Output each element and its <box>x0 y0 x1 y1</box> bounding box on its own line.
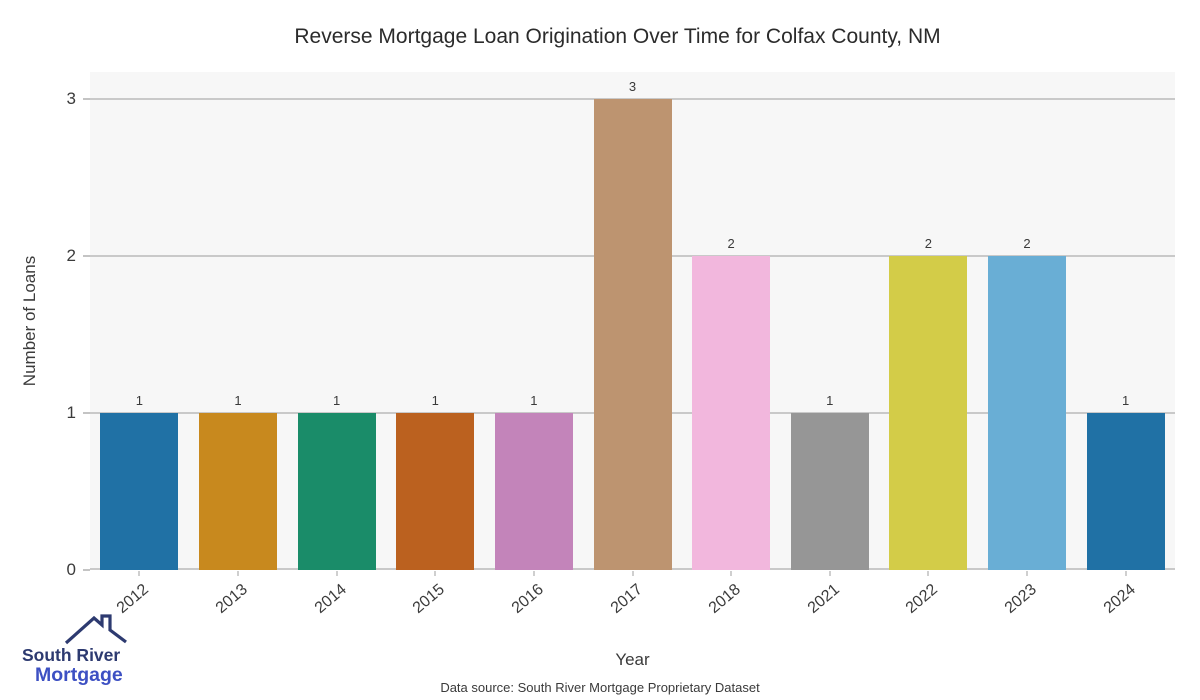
y-tick-label-0: 0 <box>66 560 76 579</box>
bar-2015: 1 <box>396 393 475 570</box>
y-axis-title: Number of Loans <box>20 255 39 387</box>
y-tick-label-2: 2 <box>66 245 76 265</box>
x-tick-label-2024: 2024 <box>1100 581 1139 617</box>
chart-title: Reverse Mortgage Loan Origination Over T… <box>294 25 941 48</box>
x-tick-label-2017: 2017 <box>607 581 646 617</box>
logo-text-line2: Mortgage <box>35 664 123 686</box>
x-tick-label-2013: 2013 <box>212 581 251 617</box>
bar-value-2018: 2 <box>727 235 735 251</box>
y-tick-mark-2 <box>83 254 90 257</box>
bar-value-2012: 1 <box>135 392 143 408</box>
x-tick-label-2014: 2014 <box>311 581 350 617</box>
bar-2021: 1 <box>790 393 869 570</box>
y-tick-label-1: 1 <box>66 402 76 422</box>
x-tick-mark-2018 <box>730 571 733 576</box>
bar-value-2016: 1 <box>530 392 538 408</box>
y-tick-label-3: 3 <box>66 88 76 108</box>
bar-value-2013: 1 <box>234 392 242 408</box>
y-tick-mark-1 <box>83 411 90 414</box>
x-tick-mark-2015 <box>434 571 437 576</box>
bar-2014: 1 <box>297 393 376 570</box>
bar-2018: 2 <box>692 236 771 570</box>
x-tick-label-2018: 2018 <box>705 581 745 617</box>
x-tick-mark-2016 <box>532 571 535 576</box>
x-tick-mark-2023 <box>1026 571 1029 576</box>
x-tick-mark-2024 <box>1124 571 1127 576</box>
bar-2013: 1 <box>198 393 277 570</box>
data-source: Data source: South River Mortgage Propri… <box>440 680 760 695</box>
bar-value-2014: 1 <box>332 392 341 408</box>
bar-2023: 2 <box>988 236 1067 570</box>
bar-value-2023: 2 <box>1023 235 1031 251</box>
bar-2012: 1 <box>100 393 179 570</box>
x-tick-label-2023: 2023 <box>1001 581 1040 617</box>
bar-2024: 1 <box>1086 393 1165 570</box>
x-tick-mark-2014 <box>335 571 338 576</box>
house-roof-icon <box>64 614 127 645</box>
bar-2016: 1 <box>494 393 573 570</box>
y-tick-mark-0 <box>83 569 90 571</box>
x-tick-label-2022: 2022 <box>903 581 942 617</box>
logo: South River Mortgage <box>22 610 182 695</box>
logo-text-line1: South River <box>22 645 121 665</box>
x-tick-mark-2012 <box>138 571 141 576</box>
bar-value-2017: 3 <box>628 78 637 94</box>
bar-2022: 2 <box>889 236 968 570</box>
bar-value-2024: 1 <box>1122 392 1130 408</box>
x-tick-label-2016: 2016 <box>508 581 547 617</box>
x-tick-mark-2017 <box>631 571 634 576</box>
bar-value-2021: 1 <box>826 392 834 408</box>
x-tick-label-2021: 2021 <box>804 581 843 617</box>
x-tick-mark-2021 <box>828 571 831 576</box>
bar-value-2015: 1 <box>431 392 439 408</box>
bar-2017: 3 <box>593 79 672 570</box>
x-tick-mark-2013 <box>236 571 239 576</box>
x-tick-label-2015: 2015 <box>409 581 449 617</box>
x-tick-mark-2022 <box>927 571 930 576</box>
y-tick-mark-3 <box>83 97 90 100</box>
bar-value-2022: 2 <box>924 235 933 251</box>
plot-area: 1 1 1 1 1 3 2 1 2 2 1 <box>90 72 1175 570</box>
x-axis-title: Year <box>615 650 650 669</box>
